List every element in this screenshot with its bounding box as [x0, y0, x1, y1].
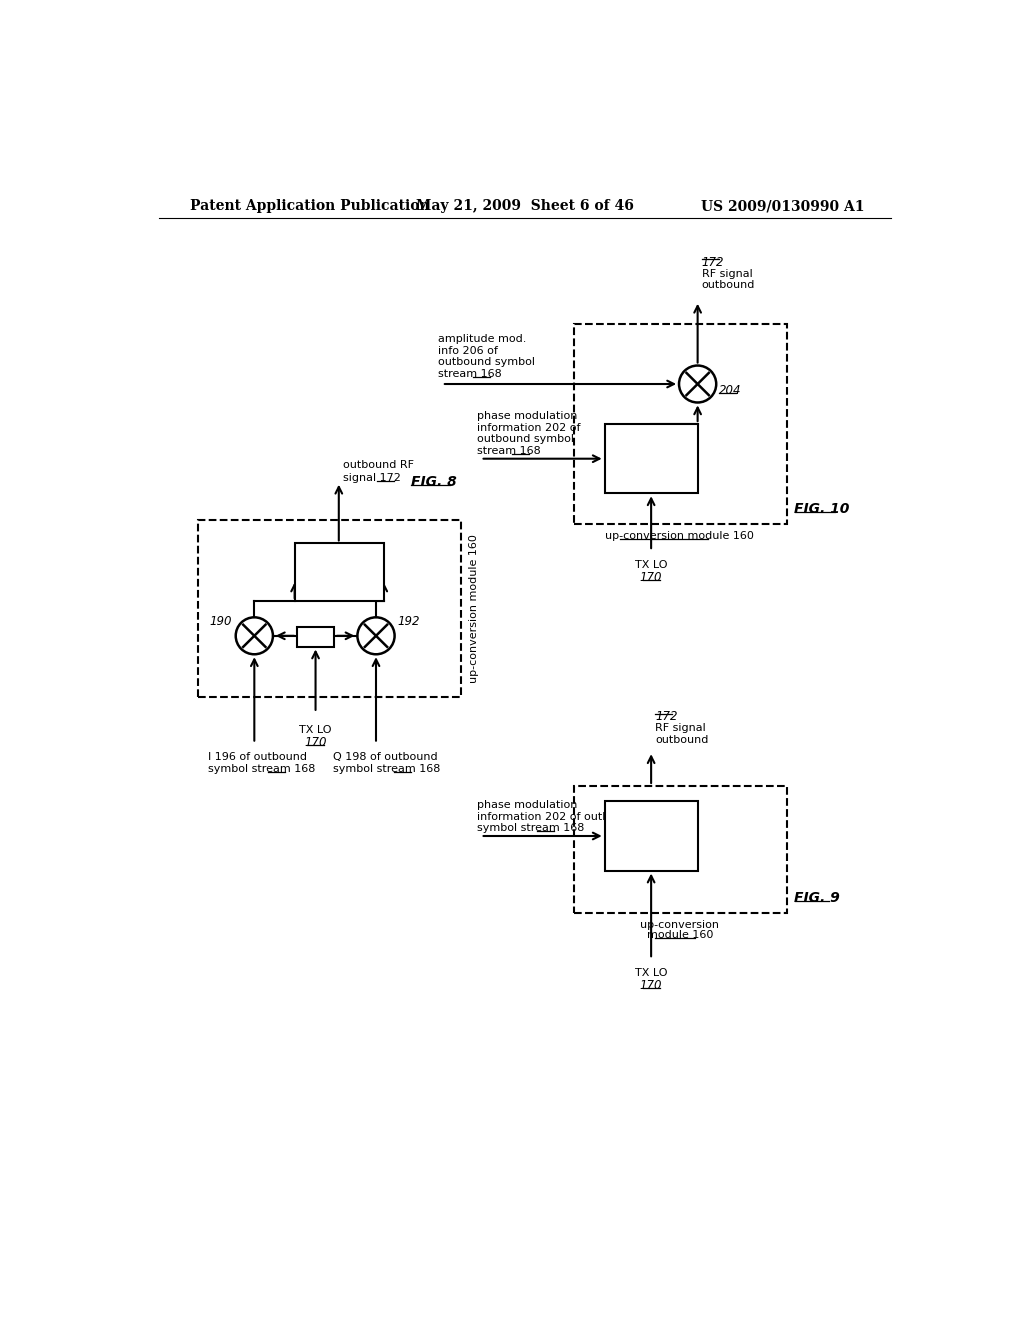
Bar: [604, 424, 697, 494]
Text: 200: 200: [640, 838, 663, 851]
Text: outbound RF: outbound RF: [343, 459, 415, 470]
Text: 170: 170: [304, 735, 327, 748]
Text: 190: 190: [209, 615, 231, 628]
Text: 90°: 90°: [306, 631, 326, 642]
Text: combining: combining: [309, 554, 368, 564]
Text: outbound symbol: outbound symbol: [438, 358, 535, 367]
Text: module: module: [630, 828, 672, 837]
Bar: [295, 544, 384, 601]
Text: FIG. 8: FIG. 8: [411, 475, 457, 488]
Text: I 196 of outbound: I 196 of outbound: [208, 752, 307, 763]
Text: 200: 200: [640, 462, 663, 474]
Text: symbol stream 168: symbol stream 168: [477, 824, 584, 833]
Bar: [297, 627, 334, 647]
Text: TX LO: TX LO: [635, 560, 668, 570]
Text: info 206 of: info 206 of: [438, 346, 498, 356]
Text: TX LO: TX LO: [635, 968, 668, 978]
Text: stream 168: stream 168: [438, 370, 502, 379]
Text: FIG. 10: FIG. 10: [795, 502, 850, 516]
Text: RF signal: RF signal: [655, 723, 706, 733]
Text: information 202 of: information 202 of: [477, 422, 581, 433]
Text: information 202 of outbound: information 202 of outbound: [477, 812, 637, 822]
Text: oscillation: oscillation: [623, 813, 679, 824]
Text: symbol stream 168: symbol stream 168: [208, 764, 315, 774]
Text: 204: 204: [719, 384, 741, 397]
Text: oscillation: oscillation: [623, 436, 679, 446]
Text: up-conversion: up-conversion: [640, 920, 719, 929]
Text: module: module: [630, 450, 672, 459]
Text: 194: 194: [328, 578, 350, 591]
Text: module 160: module 160: [646, 929, 713, 940]
Text: signal 172: signal 172: [343, 473, 401, 483]
Text: Q 198 of outbound: Q 198 of outbound: [334, 752, 438, 763]
Text: stream 168: stream 168: [477, 446, 541, 455]
Bar: [198, 520, 461, 697]
Text: RF signal: RF signal: [701, 269, 753, 279]
Text: phase modulation: phase modulation: [477, 800, 578, 810]
Text: outbound: outbound: [701, 280, 755, 290]
Text: May 21, 2009  Sheet 6 of 46: May 21, 2009 Sheet 6 of 46: [416, 199, 634, 213]
Text: up-conversion module 160: up-conversion module 160: [605, 531, 755, 541]
Bar: [604, 801, 697, 871]
Text: phase modulation: phase modulation: [477, 412, 578, 421]
Text: 170: 170: [640, 570, 663, 583]
Text: Patent Application Publication: Patent Application Publication: [190, 199, 430, 213]
Bar: [573, 785, 786, 913]
Text: module: module: [317, 566, 359, 577]
Bar: [573, 323, 786, 524]
Text: 172: 172: [655, 710, 678, 723]
Text: 170: 170: [640, 979, 663, 991]
Text: US 2009/0130990 A1: US 2009/0130990 A1: [700, 199, 864, 213]
Text: FIG. 9: FIG. 9: [795, 891, 841, 904]
Text: up-conversion module 160: up-conversion module 160: [469, 535, 478, 684]
Text: 192: 192: [397, 615, 420, 628]
Text: 172: 172: [701, 256, 724, 269]
Text: amplitude mod.: amplitude mod.: [438, 334, 526, 345]
Text: outbound symbol: outbound symbol: [477, 434, 573, 445]
Text: outbound: outbound: [655, 735, 709, 744]
Text: symbol stream 168: symbol stream 168: [334, 764, 440, 774]
Text: TX LO: TX LO: [299, 725, 332, 735]
